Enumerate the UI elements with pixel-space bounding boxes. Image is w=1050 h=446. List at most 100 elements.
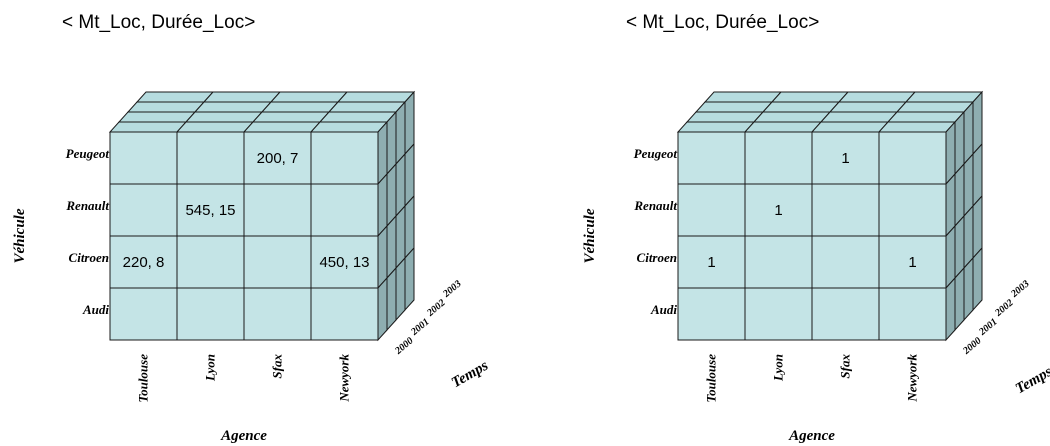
row-label: Peugeot [66, 146, 110, 161]
top-face-cell [676, 121, 756, 133]
column-label: Newyork [337, 354, 352, 403]
grid-cell [811, 235, 880, 289]
grid-cell [109, 183, 178, 237]
side-face-cell [386, 214, 397, 280]
top-face [676, 91, 984, 133]
side-face-cell [377, 276, 388, 342]
side-face-cell [404, 246, 415, 312]
grid-cell [878, 131, 947, 185]
grid-cell [744, 287, 813, 341]
grid-cell [744, 235, 813, 289]
side-face-cell [945, 172, 956, 238]
grid-cell [744, 183, 813, 237]
side-face-cell [945, 276, 956, 342]
side-face-cell [395, 100, 406, 166]
side-face-cell [945, 120, 956, 186]
side-face-cell [395, 152, 406, 218]
grid-cell [176, 131, 245, 185]
cell-value: 200, 7 [257, 150, 299, 167]
depth-label: 2003 [440, 278, 463, 300]
grid-cell [176, 183, 245, 237]
depth-label: 2003 [1008, 278, 1031, 300]
top-face-cell [743, 121, 823, 133]
side-face-cell [395, 256, 406, 322]
grid-cell [243, 235, 312, 289]
top-face-cell [752, 111, 832, 123]
side-face-cell [972, 194, 983, 260]
side-face-cell [404, 194, 415, 260]
cell-value: 450, 13 [319, 254, 369, 271]
grid-cell [677, 287, 746, 341]
x-axis-title: Agence [220, 428, 267, 444]
side-face-cell [395, 204, 406, 270]
top-face-cell [117, 111, 197, 123]
side-face-cell [404, 142, 415, 208]
top-face-cell [269, 91, 349, 103]
column-label: Sfax [270, 354, 285, 379]
top-face-cell [761, 101, 841, 113]
cell-value: 545, 15 [185, 202, 235, 219]
side-face-cell [954, 162, 965, 228]
column-label: Toulouse [704, 354, 719, 403]
cell-value: 1 [908, 254, 916, 271]
cell-value: 1 [707, 254, 715, 271]
side-face-cell [386, 110, 397, 176]
grid-cell [811, 183, 880, 237]
side-face-cell [963, 152, 974, 218]
cube-title: < Mt_Loc, Durée_Loc> [626, 12, 819, 33]
side-face-cell [386, 162, 397, 228]
column-label: Toulouse [136, 354, 151, 403]
top-face-cell [193, 101, 273, 113]
grid-cell [109, 131, 178, 185]
row-label: Audi [650, 302, 677, 317]
side-face-cell [386, 266, 397, 332]
grid-cell [109, 287, 178, 341]
grid-cell [878, 235, 947, 289]
grid-cell [878, 183, 947, 237]
side-face-cell [963, 256, 974, 322]
row-label: Renault [65, 198, 109, 213]
side-face-cell [954, 266, 965, 332]
depth-label: 2002 [992, 297, 1015, 319]
top-face-cell [886, 111, 966, 123]
side-face-cell [972, 142, 983, 208]
side-face-cell [963, 204, 974, 270]
top-face-cell [135, 91, 215, 103]
grid-cell [310, 131, 379, 185]
x-axis-title: Agence [788, 428, 835, 444]
top-face-cell [810, 121, 890, 133]
top-face-cell [184, 111, 264, 123]
front-face: 1 1 1 1 [677, 131, 947, 341]
depth-label: 2002 [424, 297, 447, 319]
grid-cell [310, 183, 379, 237]
top-face-cell [685, 111, 765, 123]
depth-label: 2001 [976, 316, 999, 338]
top-face-cell [242, 121, 322, 133]
top-face-cell [837, 91, 917, 103]
top-face-cell [260, 101, 340, 113]
grid-cell [811, 287, 880, 341]
top-face-cell [175, 121, 255, 133]
side-face-cell [972, 90, 983, 156]
top-face-cell [108, 121, 188, 133]
column-label: Lyon [203, 354, 218, 382]
top-face-cell [309, 121, 389, 133]
side-face-cell [377, 224, 388, 290]
cube-amounts: < Mt_Loc, Durée_Loc> 200, 7 545, 15 220, 8 4… [12, 12, 491, 444]
side-face [377, 90, 415, 342]
top-face-cell [828, 101, 908, 113]
z-axis-title: Temps [1013, 364, 1050, 398]
top-face-cell [703, 91, 783, 103]
grid-cell [243, 131, 312, 185]
cell-value: 220, 8 [123, 254, 165, 271]
grid-cell [310, 287, 379, 341]
side-face-cell [963, 100, 974, 166]
grid-cell [243, 183, 312, 237]
top-face-cell [895, 101, 975, 113]
top-face-cell [819, 111, 899, 123]
grid-cell [677, 131, 746, 185]
depth-label: 2000 [392, 335, 415, 357]
cell-value: 1 [774, 202, 782, 219]
top-face-cell [126, 101, 206, 113]
